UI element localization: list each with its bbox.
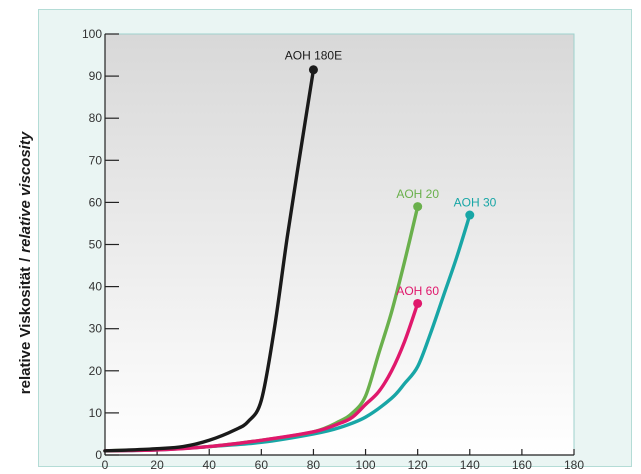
x-tick-label: 140 — [460, 458, 480, 472]
x-tick-label: 20 — [150, 458, 164, 472]
plot-area — [104, 33, 575, 456]
y-axis-label-container: relative Viskosität / relative viscosity — [10, 0, 36, 474]
y-tick-label: 60 — [89, 195, 103, 209]
y-axis-label-italic: relative viscosity — [17, 131, 34, 253]
series-label: AOH 30 — [454, 196, 497, 210]
series-endpoint-aoh-180e — [308, 65, 318, 75]
series-label: AOH 180E — [285, 48, 342, 62]
x-tick-label: 80 — [307, 458, 321, 472]
series-line-aoh-180e — [103, 68, 316, 453]
y-tick-label: 20 — [89, 364, 103, 378]
x-tick-label: 100 — [356, 458, 376, 472]
x-tick-label: 40 — [203, 458, 217, 472]
x-tick-label: 160 — [512, 458, 532, 472]
series-endpoint-aoh-20 — [413, 202, 423, 212]
y-tick-label: 30 — [89, 322, 103, 336]
y-tick-label: 90 — [89, 69, 103, 83]
series-label: AOH 60 — [396, 284, 439, 298]
y-tick-label: 0 — [95, 448, 102, 462]
x-tick-label: 120 — [408, 458, 428, 472]
series-endpoint-aoh-60 — [413, 298, 423, 308]
y-tick-label: 80 — [89, 111, 103, 125]
series-layer — [103, 65, 475, 453]
y-tick-label: 50 — [89, 238, 103, 252]
x-tick-label: 180 — [564, 458, 584, 472]
x-tick-label: 60 — [255, 458, 269, 472]
axes: 0 10 20 30 40 50 60 70 80 90 100 0 20 40 60 80 100 120 140… — [82, 27, 584, 472]
annotation-layer: AOH 180E AOH 20 AOH 30 AOH 60 — [285, 48, 497, 298]
series-endpoint-aoh-30 — [465, 210, 475, 220]
y-tick-label: 40 — [89, 280, 103, 294]
series-label: AOH 20 — [396, 187, 439, 201]
y-tick-label: 70 — [89, 153, 103, 167]
y-axis-label-plain: relative Viskosität — [17, 267, 34, 394]
y-axis-label-separator: / — [17, 257, 34, 262]
x-tick-label: 0 — [102, 458, 109, 472]
y-tick-label: 10 — [89, 406, 103, 420]
y-axis-label: relative Viskosität / relative viscosity — [17, 131, 34, 394]
y-tick-label: 100 — [82, 27, 102, 41]
series-line-aoh-60 — [103, 301, 420, 453]
